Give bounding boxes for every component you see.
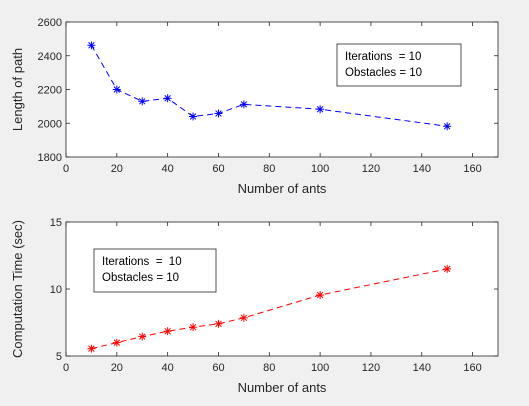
y-tick-label: 2200 [38, 85, 62, 97]
x-tick-label: 0 [63, 163, 69, 175]
data-point-marker [112, 338, 121, 347]
y-tick-label: 2400 [38, 51, 62, 63]
annotation-text: Obstacles = 10 [102, 272, 179, 284]
annotation-box [336, 43, 462, 87]
x-tick-label: 0 [63, 362, 69, 374]
x-tick-label: 40 [162, 362, 174, 374]
y-axis-label: Length of path [10, 48, 25, 131]
x-tick-label: 80 [263, 163, 275, 175]
x-tick-label: 140 [413, 163, 431, 175]
x-tick-label: 120 [362, 362, 380, 374]
y-tick-label: 15 [50, 217, 62, 229]
annotation-text: Obstacles = 10 [345, 67, 422, 79]
data-point-marker [163, 327, 172, 336]
data-point-marker [87, 41, 96, 50]
y-tick-label: 2600 [38, 17, 62, 29]
x-axis-label: Number of ants [238, 181, 327, 196]
y-tick-label: 2000 [38, 118, 62, 130]
data-point-marker [189, 323, 198, 332]
y-axis-label: Computation Time (sec) [10, 220, 25, 358]
x-tick-label: 120 [362, 163, 380, 175]
x-tick-label: 80 [263, 362, 275, 374]
x-tick-label: 40 [162, 163, 174, 175]
annotation-text: Iterations = 10 [345, 51, 421, 63]
plot-area [65, 21, 499, 158]
data-point-marker [443, 264, 452, 273]
x-axis-label: Number of ants [238, 380, 327, 395]
y-tick-label: 1800 [38, 152, 62, 164]
data-point-marker [138, 332, 147, 341]
data-point-marker [443, 122, 452, 131]
data-point-marker [239, 100, 248, 109]
x-tick-label: 160 [463, 362, 481, 374]
x-tick-label: 100 [311, 362, 329, 374]
annotation-box [93, 248, 217, 293]
x-tick-label: 100 [311, 163, 329, 175]
data-point-marker [214, 109, 223, 118]
data-point-marker [316, 105, 325, 114]
data-point-marker [138, 97, 147, 106]
y-tick-label: 5 [56, 351, 62, 363]
path-length-chart: 0 20 40 60 80 100 120 140 160 1800 2000 2200 2400 260… [10, 17, 499, 196]
data-point-marker [189, 112, 198, 121]
computation-time-chart: 0 20 40 60 80 100 120 140 160 5 10 15 Number of ants… [10, 217, 499, 395]
data-point-marker [163, 94, 172, 103]
x-tick-label: 60 [212, 362, 224, 374]
annotation-text: Iterations = 10 [102, 256, 182, 268]
data-point-marker [316, 291, 325, 300]
y-tick-label: 10 [50, 284, 62, 296]
x-tick-label: 20 [111, 362, 123, 374]
data-point-marker [112, 85, 121, 94]
data-point-marker [239, 313, 248, 322]
data-point-marker [87, 344, 96, 353]
x-tick-label: 140 [413, 362, 431, 374]
x-tick-label: 20 [111, 163, 123, 175]
data-point-marker [214, 319, 223, 328]
x-tick-label: 160 [463, 163, 481, 175]
x-tick-label: 60 [212, 163, 224, 175]
